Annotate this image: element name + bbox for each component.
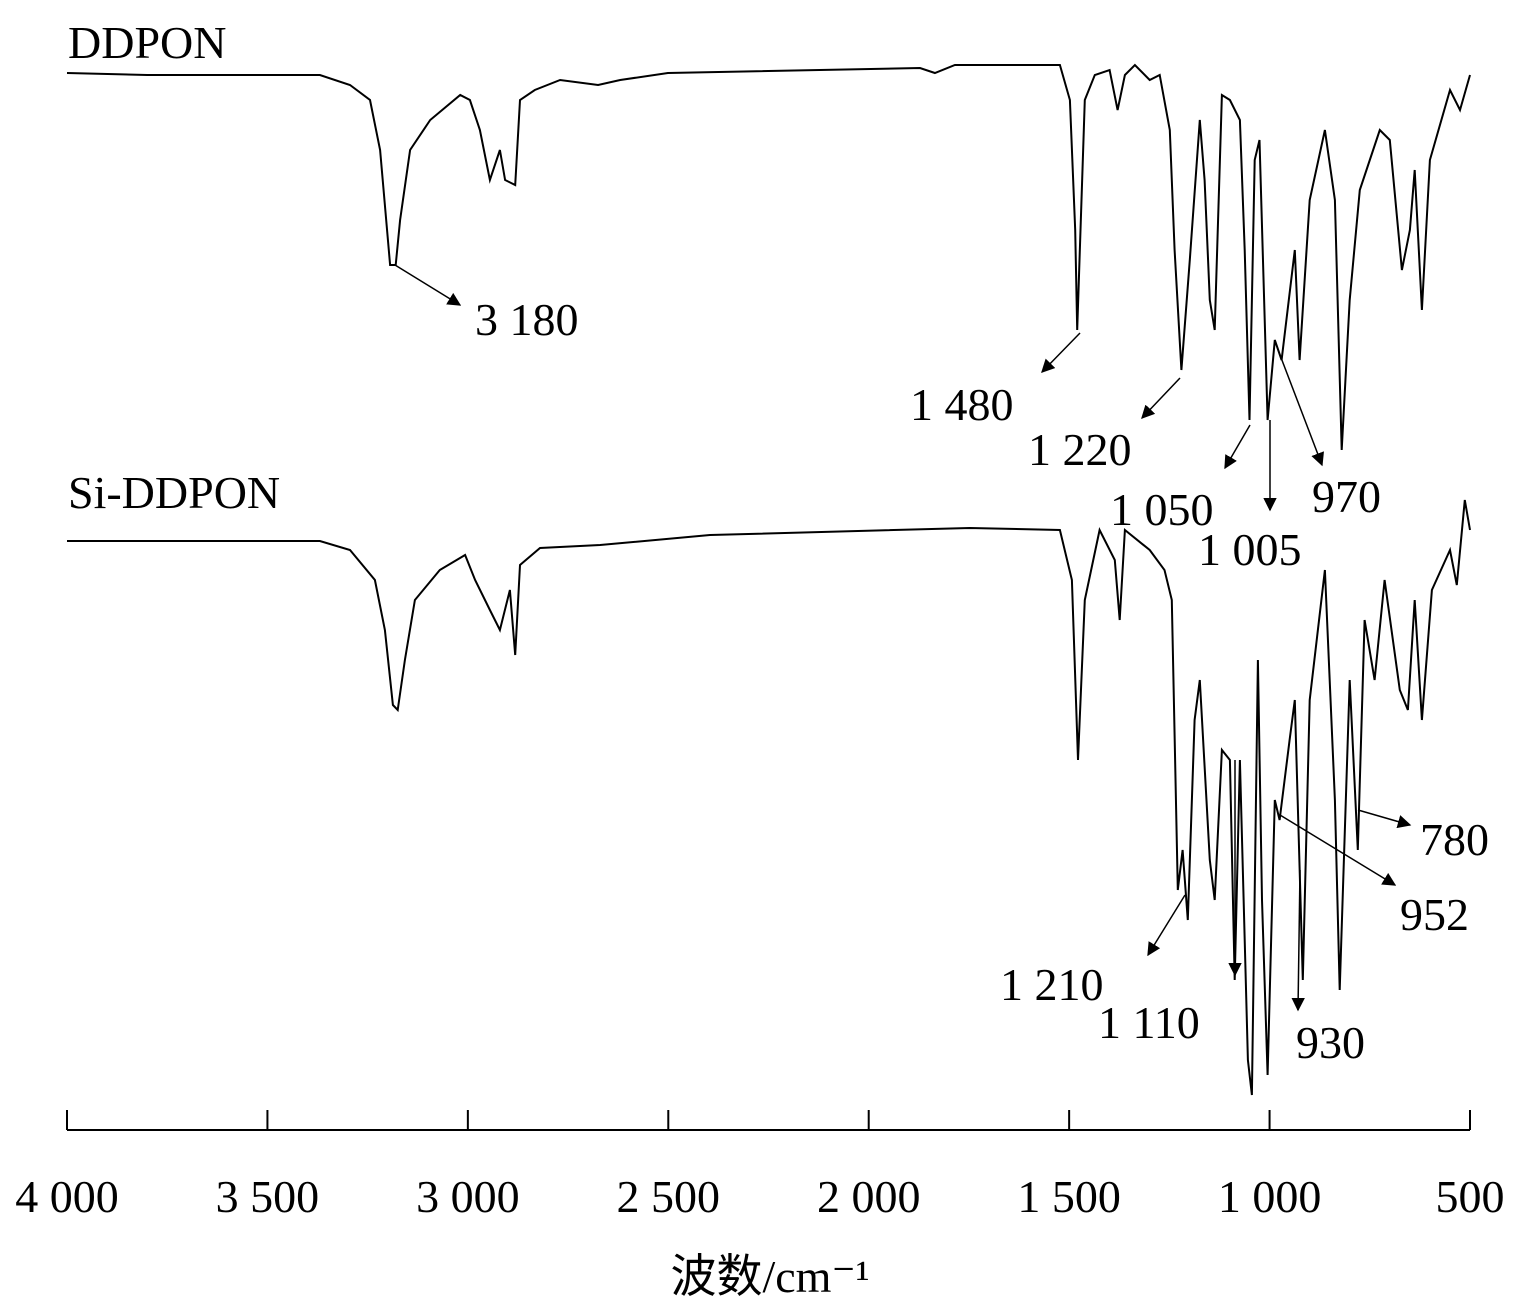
annotation: 1 220 — [1028, 424, 1132, 475]
annotation-arrow — [1279, 814, 1397, 886]
x-tick-label: 1 000 — [1218, 1171, 1322, 1222]
x-tick-label: 2 000 — [817, 1171, 921, 1222]
annotation: 3 180 — [475, 294, 579, 345]
x-tick-label: 2 500 — [617, 1171, 721, 1222]
x-tick-label: 4 000 — [15, 1171, 119, 1222]
annotation: 1 050 — [1110, 484, 1214, 535]
annotation-arrow — [1279, 354, 1324, 467]
annotation: 1 480 — [910, 379, 1014, 430]
x-tick-label: 1 500 — [1017, 1171, 1121, 1222]
x-tick-label: 3 500 — [216, 1171, 320, 1222]
annotation: 970 — [1312, 471, 1381, 522]
annotation-arrow — [1291, 869, 1305, 1012]
annotation: 952 — [1400, 889, 1469, 940]
annotation-arrow — [1224, 424, 1251, 470]
annotation: 1 110 — [1098, 997, 1200, 1048]
annotation-arrow — [1041, 332, 1081, 373]
annotation: 780 — [1420, 814, 1489, 865]
annotation: 1 210 — [1000, 959, 1104, 1010]
annotation-arrow — [1147, 894, 1186, 957]
annotation-arrow — [1357, 809, 1412, 829]
spectrum-line — [67, 499, 1471, 1096]
annotation-arrow — [394, 264, 462, 306]
annotation: 1 005 — [1198, 524, 1302, 575]
series-label: Si-DDPON — [68, 467, 280, 518]
x-tick-label: 500 — [1436, 1171, 1505, 1222]
spectrum-line — [66, 63, 1471, 451]
annotation: 930 — [1296, 1017, 1365, 1068]
annotation-arrow — [1141, 377, 1181, 419]
x-axis-label: 波数/cm⁻¹ — [670, 1251, 869, 1302]
x-tick-label: 3 000 — [416, 1171, 520, 1222]
series-label: DDPON — [68, 17, 226, 68]
